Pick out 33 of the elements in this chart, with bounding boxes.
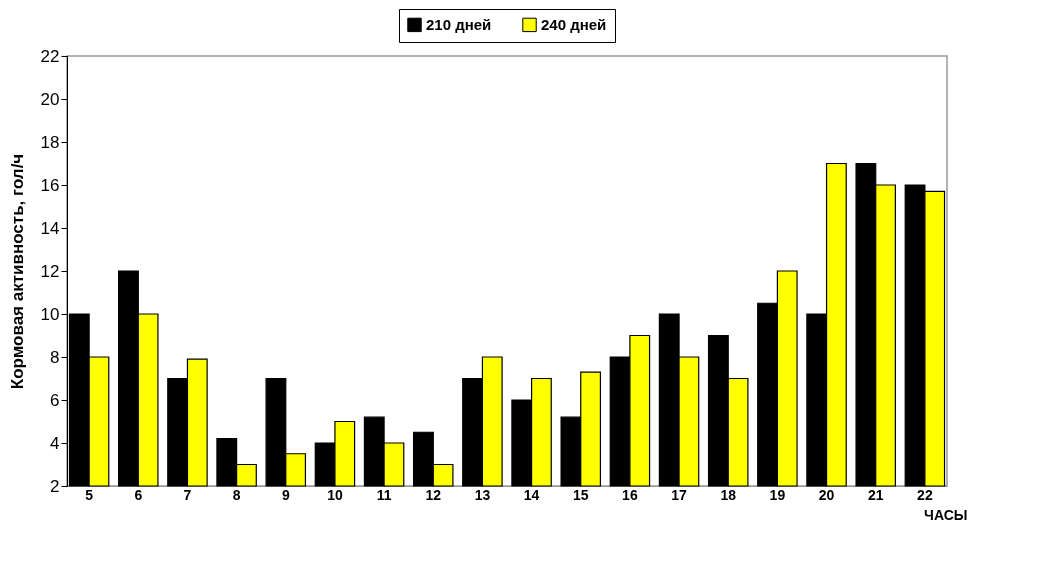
x-tick-label: 13 [474, 486, 491, 503]
y-tick-label: 14 [40, 218, 60, 238]
x-tick-label: 20 [818, 486, 835, 503]
y-tick-label: 20 [40, 89, 60, 109]
y-tick-label: 8 [50, 347, 60, 367]
x-tick-label: 19 [769, 486, 786, 503]
y-tick-label: 18 [40, 132, 60, 152]
x-tick-label: 18 [720, 486, 737, 503]
x-tick-label: 14 [523, 486, 540, 503]
x-tick-label: 12 [425, 486, 442, 503]
x-tick-label: 21 [867, 486, 884, 503]
x-tick-label: 6 [134, 486, 143, 503]
legend-label: 210 дней [426, 15, 492, 33]
y-tick-label: 22 [40, 46, 60, 66]
x-tick-label: 17 [671, 486, 688, 503]
x-tick-label: 16 [622, 486, 638, 503]
y-tick-label: 4 [50, 433, 60, 453]
y-tick-label: 10 [40, 304, 60, 324]
x-tick-label: 15 [572, 486, 589, 503]
legend-label: 240 дней [541, 15, 607, 33]
y-tick-label: 16 [40, 175, 60, 195]
x-tick-label: 11 [376, 486, 392, 503]
x-tick-label: 7 [183, 486, 192, 503]
y-tick-label: 12 [40, 261, 60, 281]
y-tick-label: 6 [50, 390, 60, 410]
x-tick-label: 10 [327, 486, 343, 503]
x-tick-label: 5 [85, 486, 94, 503]
y-tick-label: 2 [50, 476, 60, 496]
x-tick-label: 9 [281, 486, 290, 503]
x-tick-label: 22 [917, 486, 933, 503]
y-axis-title: Кормовая активность, гол/ч [7, 153, 27, 390]
x-axis-title: ЧАСЫ [924, 506, 968, 523]
x-tick-label: 8 [232, 486, 241, 503]
